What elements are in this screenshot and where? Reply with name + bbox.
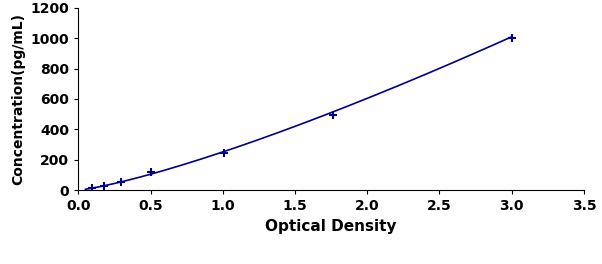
Y-axis label: Concentration(pg/mL): Concentration(pg/mL): [11, 13, 25, 185]
X-axis label: Optical Density: Optical Density: [265, 219, 397, 234]
